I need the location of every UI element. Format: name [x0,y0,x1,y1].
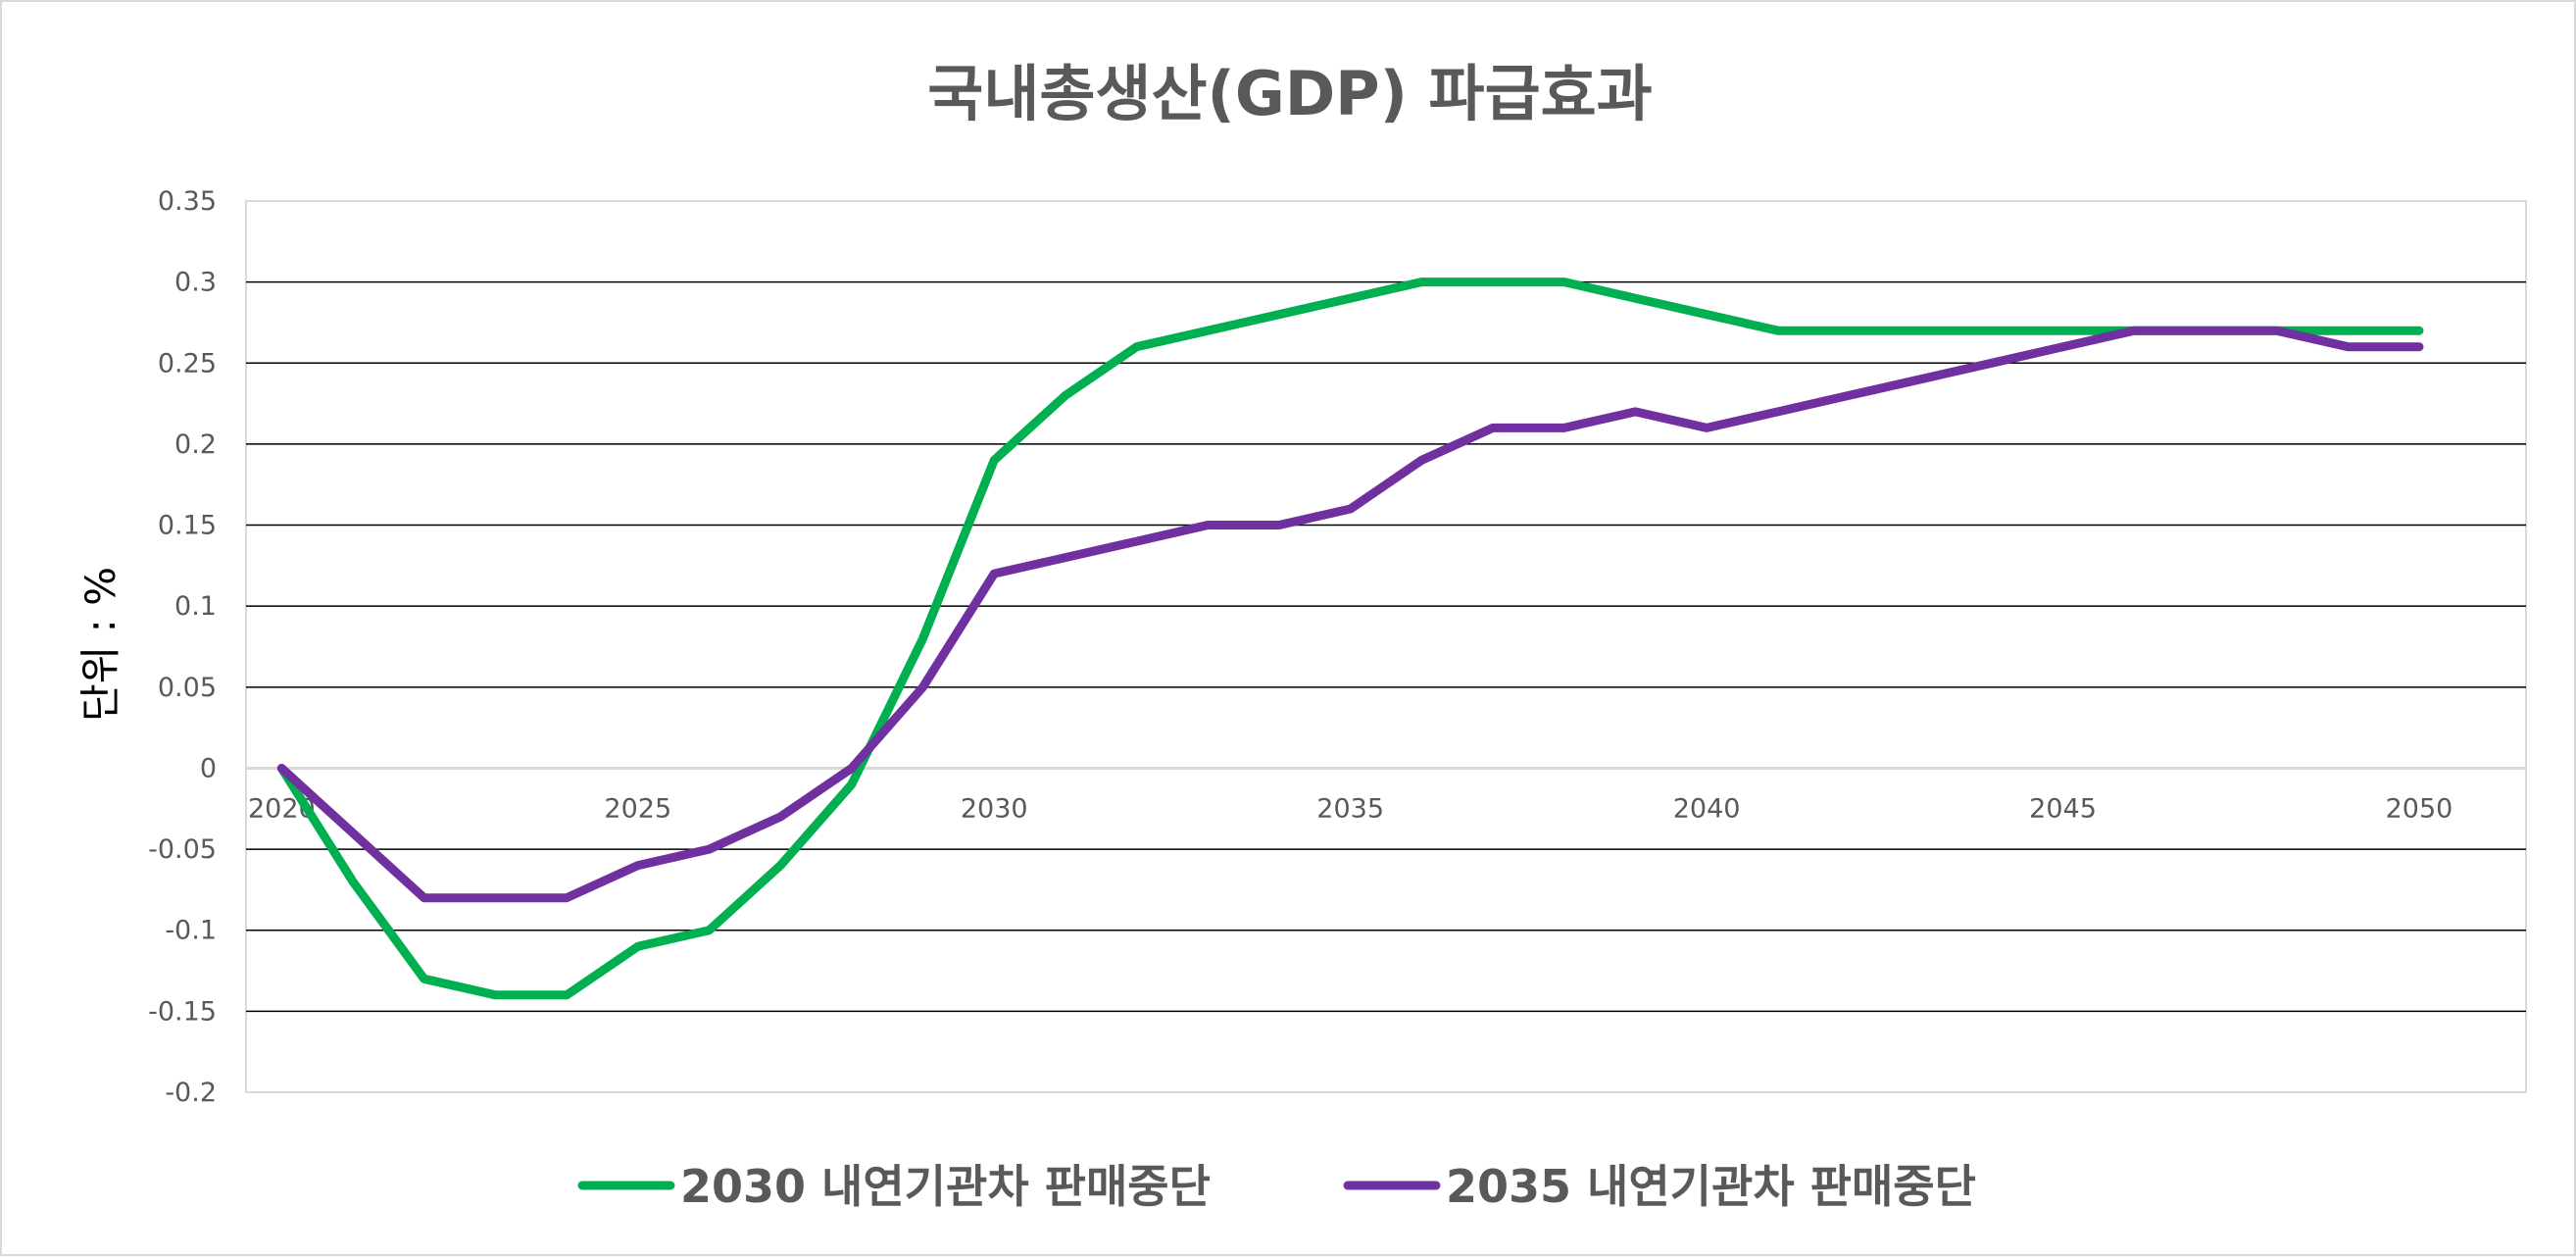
x-axis-ticks: 2020 2025 2030 2035 2040 2045 2050 [248,793,2452,824]
x-tick-label: 2025 [604,793,671,824]
grid-lines [246,280,2526,1013]
series-lines [276,277,2424,1000]
y-tick-label: 0.15 [158,511,217,541]
legend-item-2035: 2035 내연기관차 판매중단 [1343,1160,1976,1213]
legend: 2030 내연기관차 판매중단 2035 내연기관차 판매중단 [577,1160,1976,1213]
y-tick-label: 0 [200,753,217,783]
y-tick-label: -0.15 [148,996,217,1027]
x-tick-label: 2040 [1673,793,1741,824]
y-tick-label: 0.35 [158,186,217,217]
series-line-1 [276,326,2424,903]
y-tick-label: 0.25 [158,348,217,378]
y-tick-label: 0.05 [158,673,217,703]
y-axis-ticks: 0.35 0.3 0.25 0.2 0.15 0.1 0.05 0 -0.05 -0.1 -0.15… [148,186,217,1108]
y-tick-label: -0.1 [165,916,217,946]
x-tick-label: 2030 [961,793,1028,824]
legend-label-2035: 2035 내연기관차 판매중단 [1446,1160,1976,1213]
y-tick-label: 0.1 [174,591,217,622]
x-tick-label: 2035 [1316,793,1384,824]
y-tick-label: 0.2 [174,429,217,460]
x-tick-label: 2050 [2386,793,2453,824]
y-tick-label: -0.05 [148,834,217,865]
chart-title: 국내총생산(GDP) 파급효과 [927,58,1652,129]
plot-border [245,200,2527,1093]
legend-label-2030: 2030 내연기관차 판매중단 [680,1160,1211,1213]
x-tick-label: 2045 [2029,793,2097,824]
y-tick-label: -0.2 [165,1078,217,1108]
series-line-0 [276,277,2424,1000]
y-tick-label: 0.3 [174,268,217,298]
legend-item-2030: 2030 내연기관차 판매중단 [577,1160,1211,1213]
plot-area: 0.35 0.3 0.25 0.2 0.15 0.1 0.05 0 -0.05 -0.1 -0.15… [148,186,2527,1108]
y-axis-label: 단위 : % [76,567,124,722]
